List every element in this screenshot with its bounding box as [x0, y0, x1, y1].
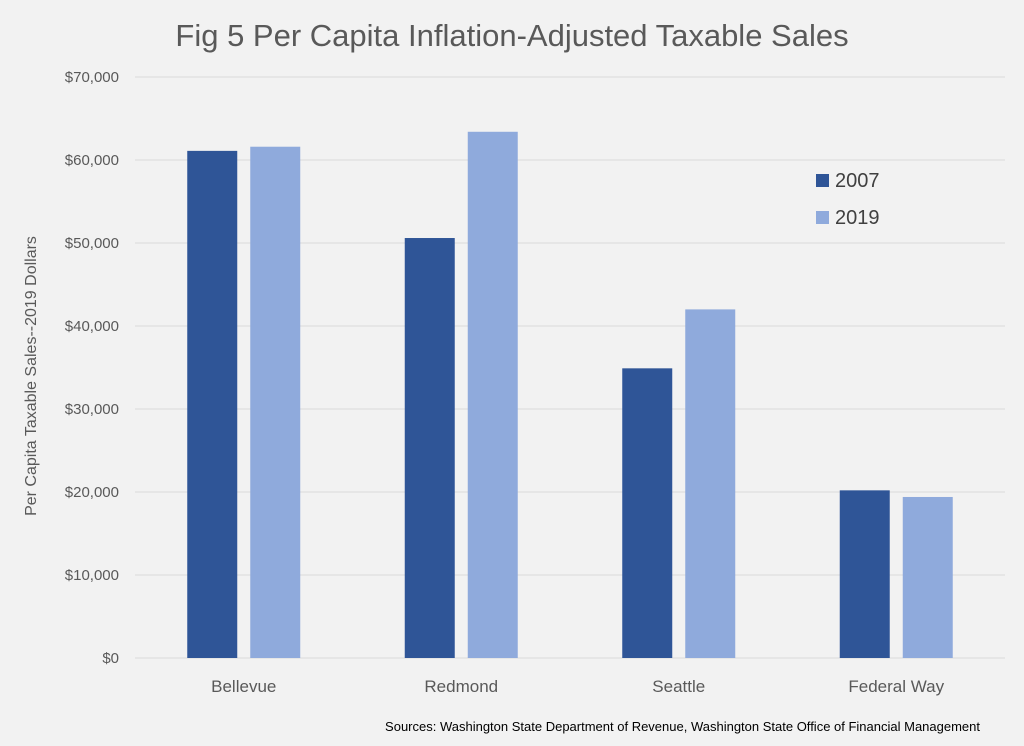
y-tick-label: $10,000 [65, 567, 119, 584]
bar-2019-federal-way [902, 496, 953, 658]
y-tick-label: $50,000 [65, 235, 119, 252]
bar-2007-redmond [404, 238, 455, 658]
legend-label-2019: 2019 [835, 207, 880, 229]
bar-2007-bellevue [187, 150, 238, 658]
legend-label-2007: 2007 [835, 170, 880, 192]
y-tick-label: $70,000 [65, 69, 119, 86]
bar-2007-federal-way [839, 490, 890, 658]
bar-2019-bellevue [250, 146, 301, 658]
x-category-label: Seattle [652, 677, 705, 696]
y-tick-label: $30,000 [65, 401, 119, 418]
bars [187, 131, 953, 658]
chart-title: Fig 5 Per Capita Inflation-Adjusted Taxa… [175, 18, 848, 53]
legend-swatch-2007 [816, 174, 829, 187]
legend: 2007 2019 [816, 170, 880, 229]
bar-2019-seattle [685, 309, 736, 658]
x-category-label: Bellevue [211, 677, 276, 696]
y-tick-label: $0 [102, 650, 119, 667]
x-axis-categories: Bellevue Redmond Seattle Federal Way [211, 677, 944, 696]
y-axis-ticks: $0 $10,000 $20,000 $30,000 $40,000 $50,000 $60… [65, 69, 119, 667]
source-note: Sources: Washington State Department of … [385, 719, 980, 734]
bar-2007-seattle [622, 368, 673, 658]
x-category-label: Federal Way [848, 677, 944, 696]
x-category-label: Redmond [424, 677, 498, 696]
bar-2019-redmond [467, 131, 518, 658]
y-axis-label: Per Capita Taxable Sales--2019 Dollars [23, 236, 40, 516]
legend-swatch-2019 [816, 211, 829, 224]
y-tick-label: $20,000 [65, 484, 119, 501]
y-tick-label: $60,000 [65, 152, 119, 169]
y-tick-label: $40,000 [65, 318, 119, 335]
